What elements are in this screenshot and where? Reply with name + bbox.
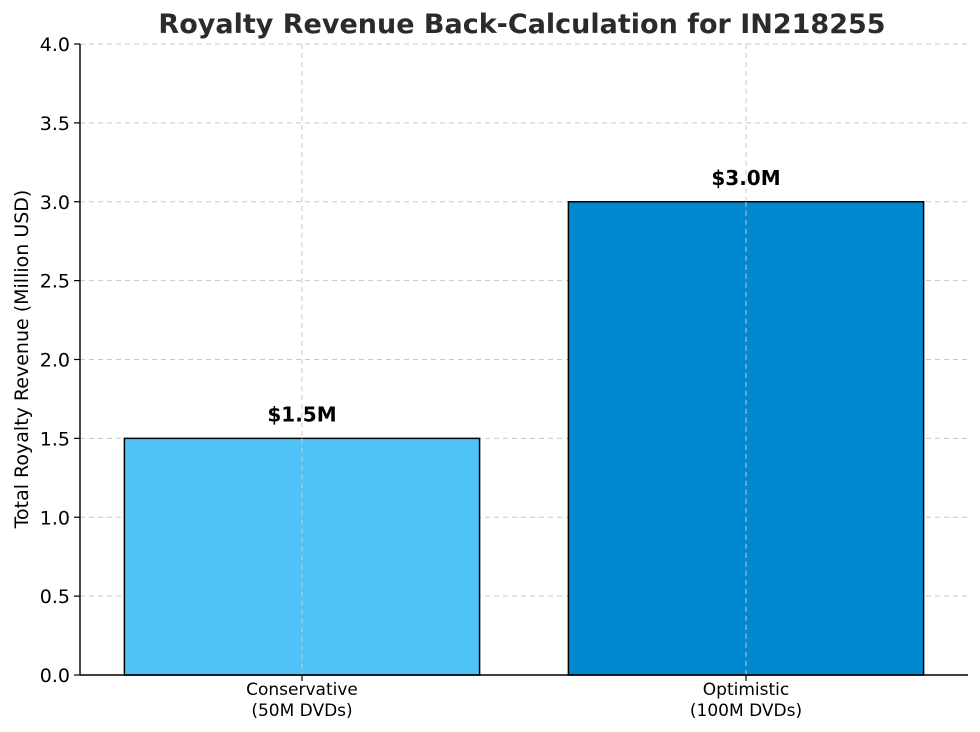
- y-tick-label: 2.5: [40, 271, 70, 293]
- y-tick-label: 2.0: [40, 350, 70, 372]
- y-tick-label: 1.5: [40, 428, 70, 450]
- chart-title: Royalty Revenue Back-Calculation for IN2…: [158, 9, 885, 40]
- x-tick-label: (100M DVDs): [690, 701, 802, 721]
- y-tick-label: 3.0: [40, 192, 70, 214]
- x-tick-label: Optimistic: [703, 680, 789, 700]
- y-tick-label: 3.5: [40, 113, 70, 135]
- data-labels: $1.5M $3.0M: [267, 166, 780, 427]
- y-tick-label: 4.0: [40, 34, 70, 56]
- y-tick-label: 0.0: [40, 665, 70, 687]
- y-tick-label: 1.0: [40, 507, 70, 529]
- x-tick-label: (50M DVDs): [251, 701, 352, 721]
- y-axis-label: Total Royalty Revenue (Million USD): [11, 190, 33, 530]
- y-axis-ticks: 0.0 0.5 1.0 1.5 2.0 2.5 3.0 3.5 4.0: [40, 34, 80, 687]
- y-tick-label: 0.5: [40, 586, 70, 608]
- data-label: $3.0M: [711, 166, 780, 190]
- bars: [123, 201, 925, 676]
- data-label: $1.5M: [267, 402, 336, 426]
- x-axis-ticks: Conservative(50M DVDs) Optimistic(100M DV…: [246, 675, 802, 721]
- x-tick-label: Conservative: [246, 680, 358, 700]
